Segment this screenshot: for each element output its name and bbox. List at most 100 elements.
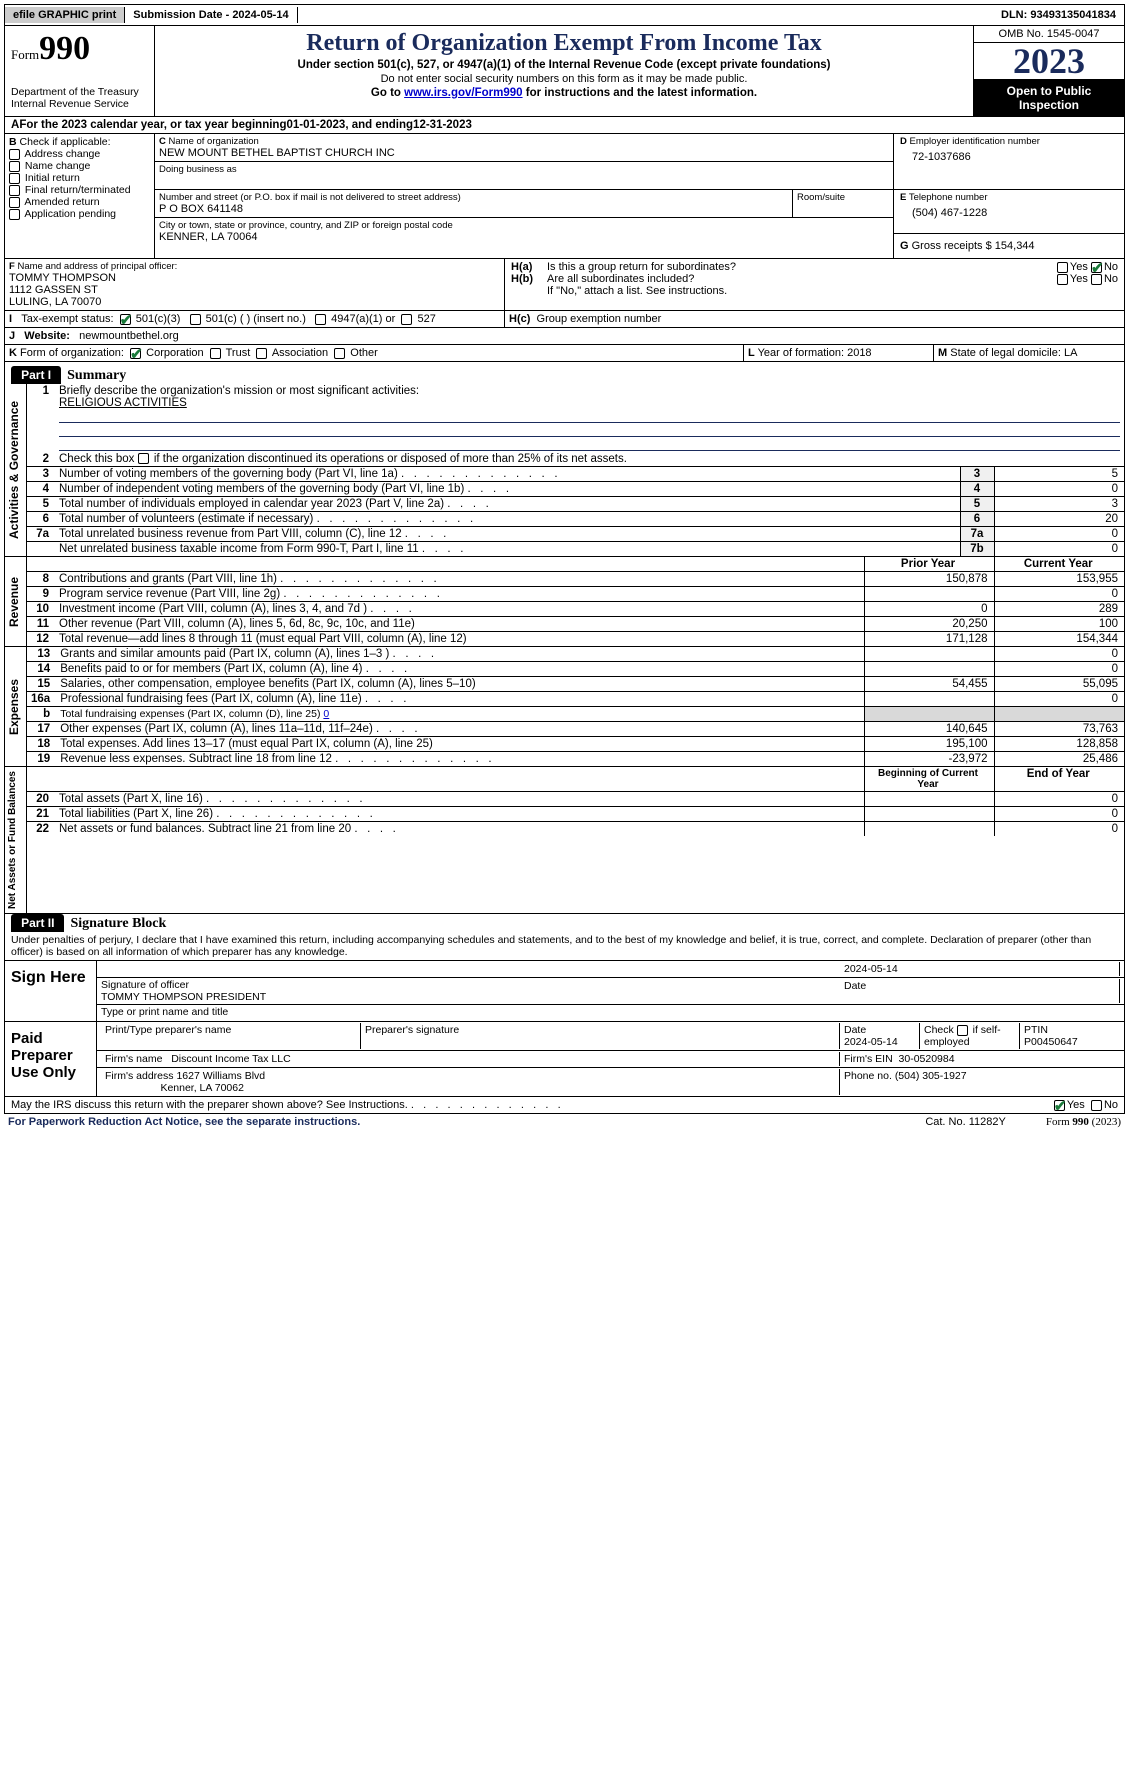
perjury-text: Under penalties of perjury, I declare th… [4, 932, 1125, 961]
r17-n: 17 [27, 722, 56, 737]
r12-n: 12 [27, 632, 55, 647]
chk-hb-yes[interactable] [1057, 274, 1068, 285]
form-word: Form [11, 47, 39, 62]
ha-text: Is this a group return for subordinates? [547, 261, 1008, 273]
chk-assoc[interactable] [256, 348, 267, 359]
firm-name-lbl: Firm's name [105, 1053, 162, 1065]
a-end: 12-31-2023 [413, 119, 472, 131]
officer-lbl: Name and address of principal officer: [17, 261, 177, 272]
chk-amended[interactable] [9, 197, 20, 208]
r16a-p [864, 692, 994, 707]
r7b-c: 7b [960, 542, 994, 557]
line16b-link[interactable]: 0 [323, 708, 329, 720]
chk-501c[interactable] [190, 314, 201, 325]
r12-c: 154,344 [994, 632, 1124, 647]
chk-discuss-no[interactable] [1091, 1100, 1102, 1111]
side-activities: Activities & Governance [5, 384, 23, 556]
part2-bar: Part II [11, 914, 64, 932]
chk-ha-yes[interactable] [1057, 262, 1068, 273]
r17-c: 73,763 [994, 722, 1124, 737]
l1-text: Briefly describe the organization's miss… [59, 385, 419, 397]
r11-p: 20,250 [864, 617, 994, 632]
chk-self-employed[interactable] [957, 1025, 968, 1036]
r3-c: 3 [960, 467, 994, 482]
discuss-text: May the IRS discuss this return with the… [11, 1099, 408, 1111]
chk-initial[interactable] [9, 173, 20, 184]
i-527: 527 [417, 313, 435, 325]
r21-p [864, 807, 994, 822]
ein: 72-1037686 [900, 151, 1118, 163]
form-of-org-row: K Form of organization: Corporation Trus… [4, 345, 1125, 362]
l-lbl: Year of formation: [758, 347, 844, 359]
r19-n: 19 [27, 752, 56, 767]
r20-n: 20 [27, 792, 55, 807]
hb-text: Are all subordinates included? [547, 273, 1008, 285]
chk-4947[interactable] [315, 314, 326, 325]
c-name-lbl: Name of organization [169, 136, 259, 147]
firm-addr-lbl: Firm's address [105, 1070, 174, 1082]
r16b-n: b [27, 707, 56, 722]
type-print-lbl: Type or print name and title [101, 1006, 228, 1020]
r14-p [864, 662, 994, 677]
top-toolbar: efile GRAPHIC print Submission Date - 20… [4, 4, 1125, 26]
r11-c: 100 [994, 617, 1124, 632]
r9-p [864, 587, 994, 602]
i-lbl: Tax-exempt status: [21, 313, 113, 325]
section-expenses: Expenses 13Grants and similar amounts pa… [4, 647, 1125, 767]
side-revenue: Revenue [5, 557, 23, 646]
k-trust: Trust [226, 347, 251, 359]
chk-hb-no[interactable] [1091, 274, 1102, 285]
chk-527[interactable] [401, 314, 412, 325]
r16a-c: 0 [994, 692, 1124, 707]
prep-date: 2024-05-14 [844, 1036, 898, 1048]
ha-yes: Yes [1070, 261, 1088, 273]
org-address: P O BOX 641148 [159, 203, 788, 215]
hb-no: No [1104, 273, 1118, 285]
r5-v: 3 [994, 497, 1124, 512]
r6-t: Total number of volunteers (estimate if … [59, 513, 313, 525]
efile-print-button[interactable]: efile GRAPHIC print [5, 7, 125, 23]
r22-t: Net assets or fund balances. Subtract li… [59, 823, 351, 835]
chk-discontinued[interactable] [138, 453, 149, 464]
sig-officer-lbl: Signature of officer [101, 979, 189, 991]
paid-preparer-label: Paid Preparer Use Only [5, 1022, 97, 1096]
chk-corp[interactable] [130, 348, 141, 359]
chk-pending[interactable] [9, 209, 20, 220]
side-expenses: Expenses [5, 647, 23, 766]
chk-ha-no[interactable] [1091, 262, 1102, 273]
footer-r-pre: Form [1046, 1116, 1073, 1128]
subtitle-1: Under section 501(c), 527, or 4947(a)(1)… [161, 59, 967, 71]
officer-addr1: 1112 GASSEN ST [9, 284, 500, 296]
chk-name-change[interactable] [9, 161, 20, 172]
mission: RELIGIOUS ACTIVITIES [59, 397, 187, 409]
firm-ein-lbl: Firm's EIN [844, 1053, 893, 1065]
r17-t: Other expenses (Part IX, column (A), lin… [60, 723, 373, 735]
firm-phone: (504) 305-1927 [895, 1070, 967, 1082]
hb-note: If "No," attach a list. See instructions… [511, 285, 1118, 297]
part2-header: Part IISignature Block [4, 914, 1125, 932]
chk-other[interactable] [334, 348, 345, 359]
opt-address: Address change [24, 148, 100, 160]
r7a-n: 7a [27, 527, 55, 542]
website: newmountbethel.org [79, 330, 179, 342]
opt-initial: Initial return [25, 172, 80, 184]
form-header: Form990 Department of the Treasury Inter… [4, 26, 1125, 117]
a-pre: For the 2023 calendar year, or tax year … [19, 119, 286, 131]
ptin-lbl: PTIN [1024, 1024, 1048, 1036]
r12-t: Total revenue—add lines 8 through 11 (mu… [59, 633, 467, 645]
chk-trust[interactable] [210, 348, 221, 359]
chk-address-change[interactable] [9, 149, 20, 160]
irs-link[interactable]: www.irs.gov/Form990 [404, 87, 522, 99]
r9-t: Program service revenue (Part VIII, line… [59, 588, 280, 600]
r3-n: 3 [27, 467, 55, 482]
chk-final[interactable] [9, 185, 20, 196]
r15-c: 55,095 [994, 677, 1124, 692]
chk-501c3[interactable] [120, 314, 131, 325]
i-501c: 501(c) ( ) (insert no.) [206, 313, 306, 325]
r6-c: 6 [960, 512, 994, 527]
r13-p [864, 647, 994, 662]
chk-discuss-yes[interactable] [1054, 1100, 1065, 1111]
officer-sig-name: TOMMY THOMPSON PRESIDENT [101, 991, 266, 1003]
r14-t: Benefits paid to or for members (Part IX… [60, 663, 362, 675]
r7b-v: 0 [994, 542, 1124, 557]
